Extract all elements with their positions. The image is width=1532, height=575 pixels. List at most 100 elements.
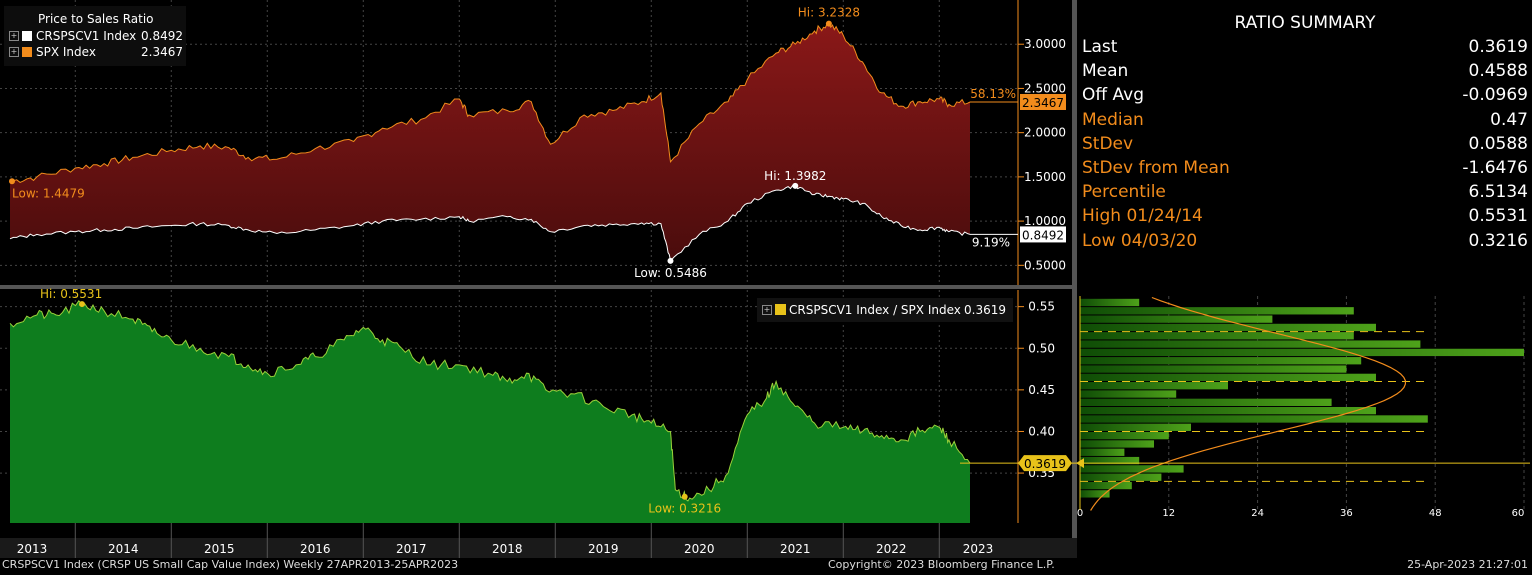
ratio-swatch xyxy=(775,304,786,315)
summary-row: Median 0.47 xyxy=(1082,110,1528,130)
x-tick-label: 2019 xyxy=(588,542,619,556)
summary-label: Off Avg xyxy=(1082,85,1144,106)
summary-value: 0.47 xyxy=(1490,109,1528,130)
legend-spx-label: SPX Index xyxy=(36,45,96,59)
x-tick-label: 2015 xyxy=(204,542,235,556)
summary-label: Mean xyxy=(1082,61,1129,82)
summary-label: Median xyxy=(1082,109,1144,130)
ratio-low-marker xyxy=(681,493,688,500)
ratio-legend-value: 0.3619 xyxy=(964,303,1006,317)
hist-bar xyxy=(1080,481,1132,490)
crsp-series-line xyxy=(9,184,971,262)
hist-bar xyxy=(1080,407,1376,415)
hist-bar xyxy=(1080,465,1184,473)
hist-bar xyxy=(1080,398,1332,406)
top-y-tick-label: 0.5000 xyxy=(1024,258,1066,272)
x-tick-label: 2014 xyxy=(108,542,139,556)
hist-bar xyxy=(1080,365,1347,373)
ratio-hi-marker xyxy=(79,301,85,308)
x-tick-label: 2020 xyxy=(684,542,715,556)
ratio-legend-label: CRSPSCV1 Index / SPX Index xyxy=(789,303,961,317)
bottom-y-tick-label: 0.40 xyxy=(1028,424,1055,438)
spx-pct-label: 58.13% xyxy=(970,87,1016,101)
hist-bar xyxy=(1080,340,1421,348)
summary-label: Last xyxy=(1082,37,1118,57)
top-y-tick-label: 2.5000 xyxy=(1024,81,1066,95)
ratio-hi-label: Hi: 0.5531 xyxy=(40,287,102,301)
summary-row: Off Avg -0.0969 xyxy=(1082,85,1528,105)
summary-row: Percentile 6.5134 xyxy=(1082,182,1528,202)
side-divider[interactable] xyxy=(1072,0,1077,557)
legend-spx-value: 2.3467 xyxy=(141,45,183,59)
hist-bar xyxy=(1080,348,1524,357)
hist-bar xyxy=(1080,373,1376,382)
spx-series-line xyxy=(9,23,971,183)
spx-low-marker xyxy=(9,178,15,185)
summary-label: Low 04/03/20 xyxy=(1082,230,1198,251)
normal-curve xyxy=(1090,296,1406,511)
hist-bar xyxy=(1080,390,1177,398)
x-tick-label: 2022 xyxy=(876,542,907,556)
spx-last-tag xyxy=(1020,93,1066,110)
ratio-summary-title: RATIO SUMMARY xyxy=(1234,13,1376,33)
summary-row: StDev 0.0588 xyxy=(1082,134,1528,154)
crsp-low-label: Low: 0.5486 xyxy=(634,266,707,280)
hist-x-tick-label: 48 xyxy=(1429,508,1442,519)
axes: 0.50001.00001.50002.00002.50003.00000.35… xyxy=(17,37,1066,558)
hist-x-tick-label: 12 xyxy=(1162,508,1175,519)
spx-crsp-spread-area xyxy=(10,23,970,261)
hist-bar xyxy=(1080,490,1110,498)
expand-icon[interactable]: + xyxy=(9,47,19,57)
x-tick-label: 2018 xyxy=(492,542,523,556)
hist-bar xyxy=(1080,448,1125,456)
annotations: Hi: 3.2328 Low: 1.4479 Hi: 1.3982 Low: 0.54… xyxy=(9,6,1530,516)
x-axis-band xyxy=(0,538,1077,558)
hist-x-tick-label: 60 xyxy=(1512,508,1525,519)
legend-row-crsp[interactable]: + CRSPSCV1 Index 0.8492 xyxy=(9,29,183,44)
hist-x-tick-label: 0 xyxy=(1077,508,1083,519)
hist-bar xyxy=(1080,357,1362,365)
bottom-y-tick-label: 0.45 xyxy=(1028,383,1055,397)
legend-title: Price to Sales Ratio xyxy=(38,12,154,26)
x-tick-label: 2017 xyxy=(396,542,427,556)
ratio-legend[interactable]: + CRSPSCV1 Index / SPX Index 0.3619 xyxy=(757,298,1013,322)
x-tick-label: 2016 xyxy=(300,542,331,556)
bottom-y-tick-label: 0.50 xyxy=(1028,341,1055,355)
summary-value: 0.3619 xyxy=(1468,37,1528,57)
spx-hi-label: Hi: 3.2328 xyxy=(798,6,860,20)
crsp-last-value: 0.8492 xyxy=(1022,228,1064,242)
expand-icon[interactable]: + xyxy=(9,31,19,41)
spx-last-value: 2.3467 xyxy=(1022,96,1064,110)
expand-icon[interactable]: + xyxy=(762,305,772,315)
summary-value: 0.5531 xyxy=(1468,206,1528,227)
hist-bar xyxy=(1080,440,1154,448)
spx-hi-marker xyxy=(825,20,832,27)
x-tick-label: 2023 xyxy=(963,542,994,556)
price-sales-legend: Price to Sales Ratio + CRSPSCV1 Index 0.… xyxy=(4,6,186,66)
summary-label: StDev from Mean xyxy=(1082,158,1230,178)
hist-bar xyxy=(1080,382,1228,390)
crsp-low-marker xyxy=(667,257,674,264)
bottom-y-tick-label: 0.55 xyxy=(1028,300,1055,314)
x-tick-label: 2013 xyxy=(17,542,48,556)
hist-x-tick-label: 24 xyxy=(1251,508,1264,519)
legend-row-spx[interactable]: + SPX Index 2.3467 xyxy=(9,45,183,60)
summary-row: Last 0.3619 xyxy=(1082,37,1528,57)
crsp-pct-label: 9.19% xyxy=(972,235,1010,249)
hist-bar xyxy=(1080,315,1273,323)
x-tick-label: 2021 xyxy=(780,542,811,556)
hist-bar xyxy=(1080,298,1140,307)
crsp-hi-label: Hi: 1.3982 xyxy=(764,169,826,183)
ratio-low-label: Low: 0.3216 xyxy=(648,502,721,516)
footer-center: Copyright© 2023 Bloomberg Finance L.P. xyxy=(828,558,1055,571)
legend-crsp-value: 0.8492 xyxy=(141,29,183,43)
ratio-last-tag xyxy=(1018,455,1072,472)
legend-crsp-label: CRSPSCV1 Index xyxy=(36,29,137,43)
footer-right: 25-Apr-2023 21:27:01 xyxy=(1407,558,1528,571)
summary-label: High 01/24/14 xyxy=(1082,206,1203,227)
summary-value: 0.0588 xyxy=(1468,133,1528,154)
summary-label: Percentile xyxy=(1082,182,1166,203)
panel-divider[interactable] xyxy=(0,285,1074,289)
